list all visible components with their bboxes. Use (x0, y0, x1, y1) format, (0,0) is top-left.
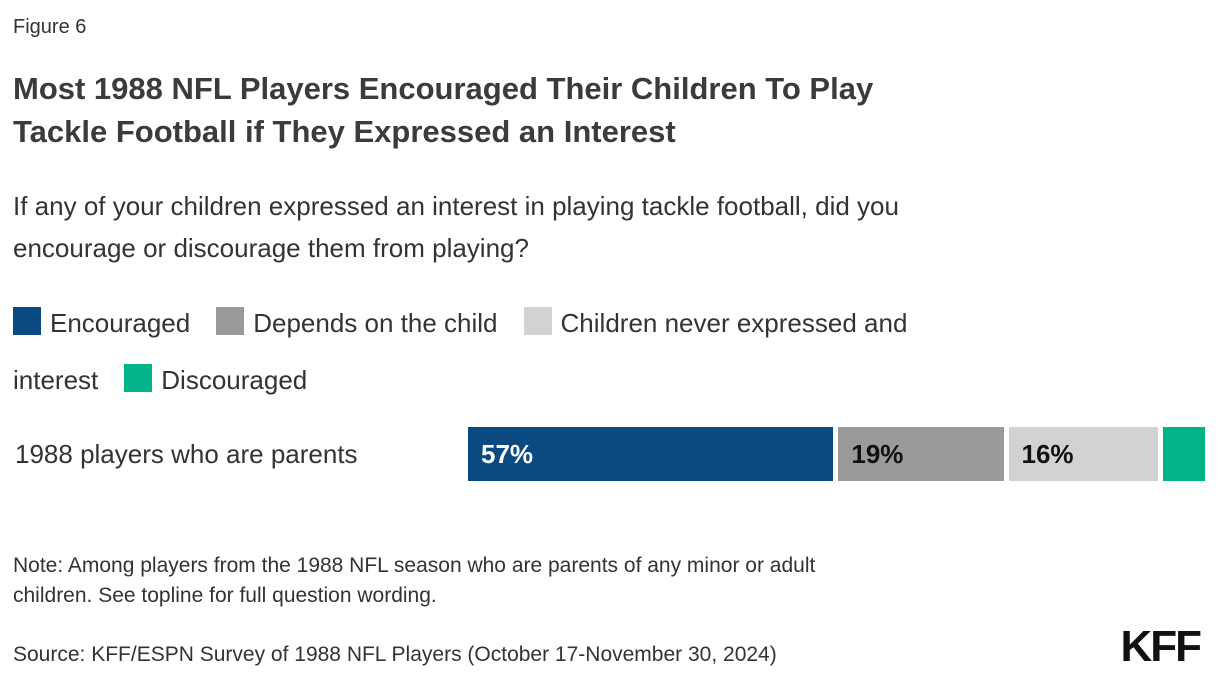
bar-segment-value: 57% (481, 438, 534, 469)
legend-label: Encouraged (50, 308, 191, 338)
bar-segment-depends-on-the-child: 19% (838, 427, 1004, 481)
kff-logo: KFF (1120, 622, 1202, 671)
legend-swatch-encouraged (13, 307, 41, 335)
source-text: Source: KFF/ESPN Survey of 1988 NFL Play… (13, 643, 777, 666)
bar-segment-discouraged (1162, 427, 1206, 481)
legend-item-children-never-expressed-and-interest: Children never expressed and interest (13, 307, 908, 395)
legend-item-depends-on-the-child: Depends on the child (216, 307, 498, 338)
legend-item-encouraged: Encouraged (13, 307, 191, 338)
legend-swatch-depends-on-the-child (216, 307, 245, 335)
bar-segment-value: 16% (1021, 438, 1074, 469)
legend-label: Children never expressed and interest (13, 308, 908, 395)
legend: Encouraged Depends on the child Children n… (13, 295, 953, 409)
survey-question-text: If any of your children expressed an int… (13, 191, 899, 263)
legend-swatch-discouraged (124, 364, 153, 392)
source-row: Source: KFF/ESPN Survey of 1988 NFL Play… (13, 622, 1205, 671)
figure-label: Figure 6 (13, 16, 87, 38)
legend-label: Depends on the child (253, 308, 498, 338)
legend-swatch-children-never-expressed-and-interest (523, 307, 552, 335)
note-text: Note: Among players from the 1988 NFL se… (13, 554, 816, 607)
bar-segment-encouraged: 57% (468, 427, 834, 481)
legend-item-discouraged: Discouraged (124, 364, 308, 395)
bar-segment-value: 19% (851, 438, 904, 469)
legend-label: Discouraged (161, 365, 308, 395)
category-label: 1988 players who are parents (15, 438, 358, 469)
stacked-bar: 57% 19% 16% (468, 427, 1206, 481)
bar-row: 1988 players who are parents 57% 19% 16% (13, 427, 1206, 481)
bar-segment-children-never-expressed-and-interest: 16% (1008, 427, 1158, 481)
chart-title: Most 1988 NFL Players Encouraged Their C… (13, 71, 874, 149)
